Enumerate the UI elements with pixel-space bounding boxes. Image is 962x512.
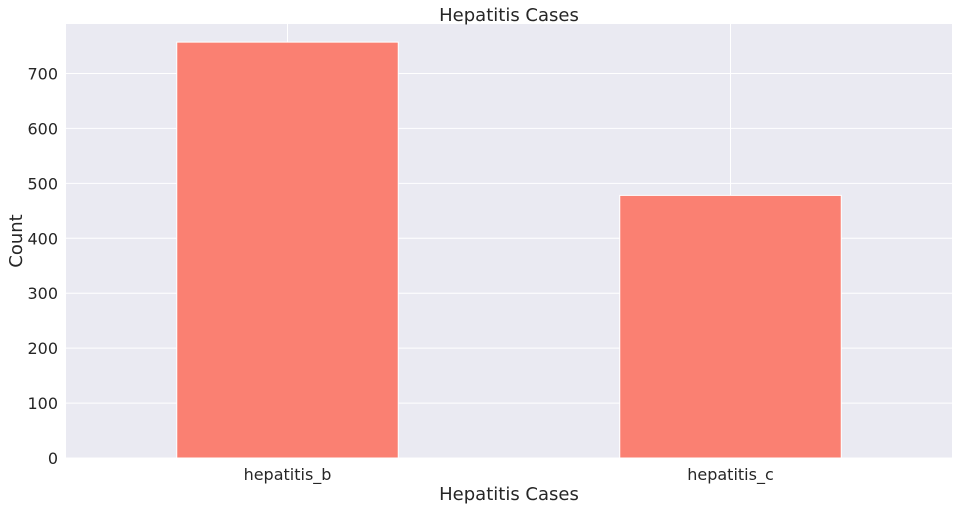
- y-tick-label: 200: [27, 339, 58, 358]
- y-tick-label: 400: [27, 229, 58, 248]
- y-axis-label: Count: [6, 214, 27, 267]
- y-tick-label: 0: [48, 449, 58, 468]
- x-axis-label: Hepatitis Cases: [439, 484, 579, 505]
- y-tick-label: 600: [27, 119, 58, 138]
- y-tick-label: 100: [27, 394, 58, 413]
- bar-hepatitis_b: [176, 41, 399, 459]
- y-tick-label: 500: [27, 174, 58, 193]
- y-tick-label: 700: [27, 64, 58, 83]
- chart-title: Hepatitis Cases: [439, 5, 579, 26]
- x-tick-label: hepatitis_c: [687, 465, 774, 485]
- x-tick-label: hepatitis_b: [244, 465, 332, 485]
- y-tick-label: 300: [27, 284, 58, 303]
- bar-hepatitis_c: [619, 194, 842, 459]
